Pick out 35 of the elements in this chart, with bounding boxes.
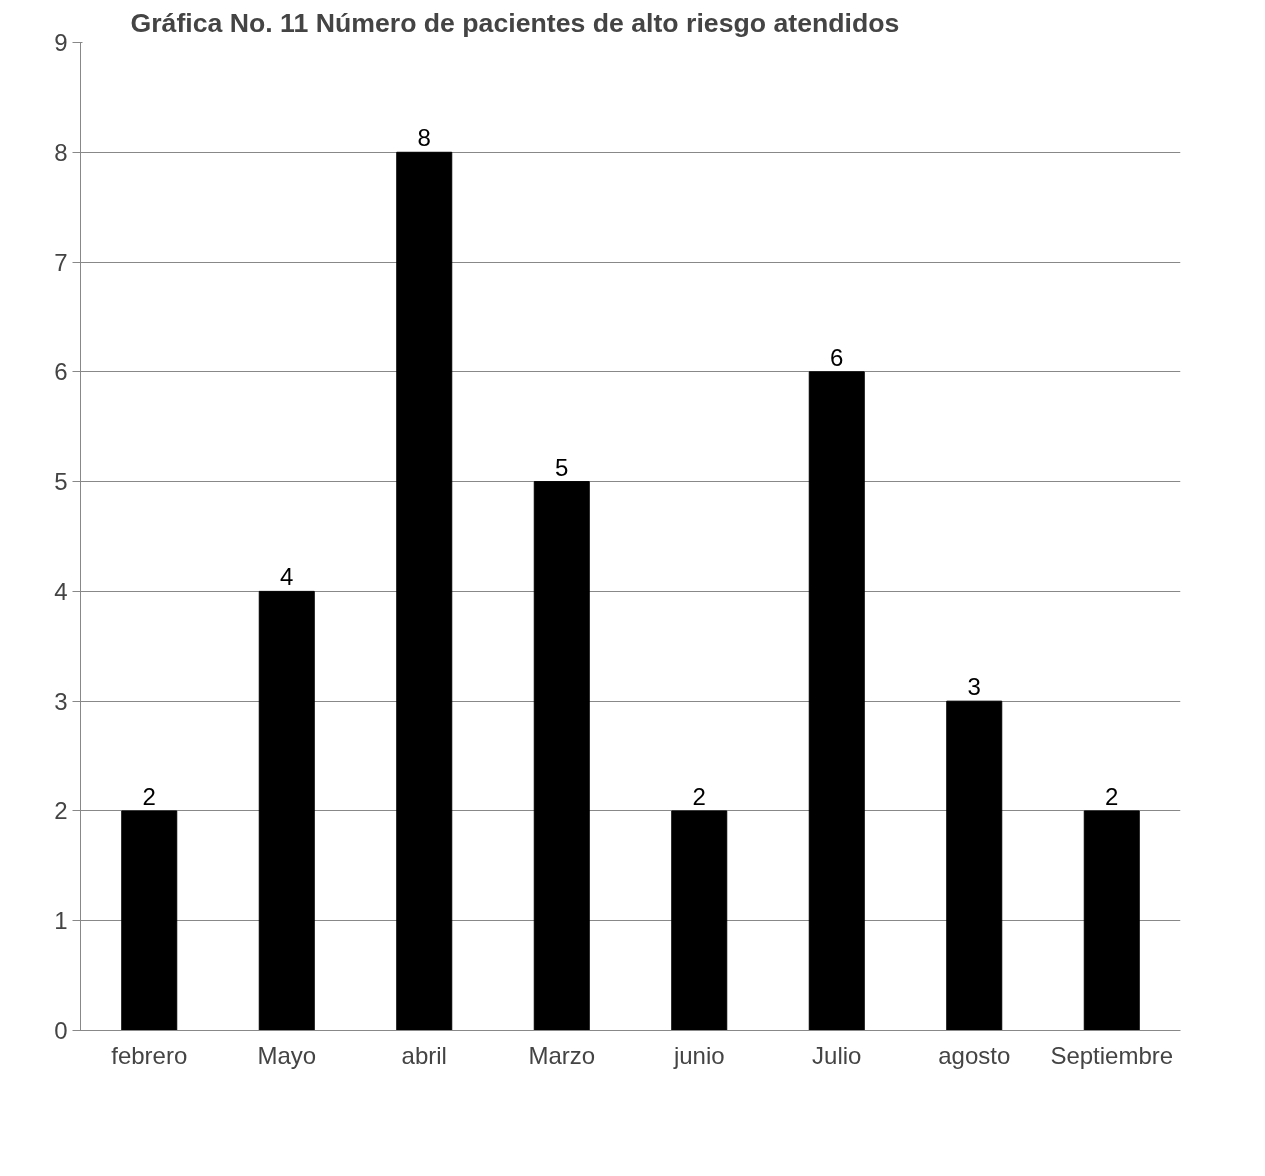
y-tick-label: 4	[54, 577, 68, 605]
bar	[396, 151, 453, 1031]
x-tick-label: abril	[401, 1041, 447, 1069]
y-tick-label: 3	[54, 687, 68, 715]
y-tick-label: 8	[54, 138, 68, 166]
x-tick-label: Julio	[812, 1041, 862, 1069]
data-label: 2	[142, 782, 156, 810]
data-label: 8	[417, 124, 431, 152]
data-label: 2	[1105, 782, 1119, 810]
y-tick-label: 1	[54, 907, 68, 935]
y-tick-label: 9	[54, 29, 68, 56]
data-label: 5	[555, 453, 569, 481]
y-tick-label: 0	[54, 1017, 68, 1044]
bar	[258, 590, 315, 1031]
bar	[671, 810, 728, 1031]
data-label: 4	[280, 563, 294, 591]
bar	[533, 481, 590, 1031]
bar	[1083, 810, 1140, 1031]
y-tick-label: 2	[54, 797, 68, 825]
x-tick-label: febrero	[111, 1041, 188, 1069]
bar	[946, 700, 1003, 1031]
x-tick-label: Septiembre	[1050, 1041, 1174, 1069]
y-tick-label: 7	[54, 248, 68, 276]
y-tick-label: 5	[54, 468, 68, 496]
x-tick-label: junio	[672, 1041, 725, 1069]
data-label: 6	[830, 343, 844, 371]
x-tick-label: Marzo	[528, 1041, 596, 1069]
bar	[121, 810, 178, 1031]
data-label: 3	[967, 673, 981, 701]
bar	[808, 371, 865, 1031]
data-label: 2	[692, 782, 706, 810]
x-tick-label: Mayo	[257, 1041, 317, 1069]
y-tick-label: 6	[54, 358, 68, 386]
x-tick-label: agosto	[938, 1041, 1011, 1069]
chart-title: Gráfica No. 11 Número de pacientes de alto riesgo atendidos	[130, 7, 900, 38]
